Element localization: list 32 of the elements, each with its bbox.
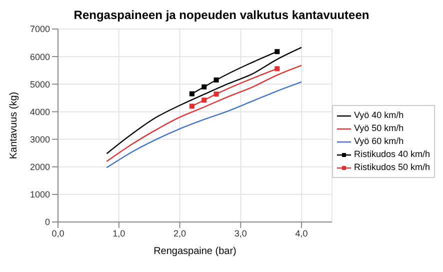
- point: [214, 78, 219, 83]
- x-tick-label: 0,0: [52, 228, 64, 238]
- x-tick-label: 2,0: [174, 228, 186, 238]
- y-tick-label: 1000: [30, 190, 50, 200]
- point: [274, 66, 280, 72]
- x-tick-label: 3,0: [234, 228, 247, 238]
- y-tick-label: 5000: [30, 79, 50, 90]
- legend-label: Vyö 40 km/h: [354, 109, 404, 122]
- legend-label: Ristikudos 50 km/h: [354, 161, 430, 174]
- legend-label: Vyö 60 km/h: [354, 135, 404, 148]
- x-axis-title: Rengaspaine (bar): [154, 246, 236, 257]
- line-series: [106, 81, 302, 168]
- point: [214, 92, 219, 97]
- legend-label: Ristikudos 40 km/h: [354, 148, 430, 161]
- x-tick-label: 1,0: [112, 228, 126, 238]
- y-tick-label: 0: [44, 217, 50, 228]
- y-tick-label: 6000: [30, 52, 50, 62]
- y-tick-label: 4000: [30, 106, 50, 117]
- y-axis-title: Kantavuus (kg): [8, 92, 20, 160]
- line-series: [106, 64, 302, 162]
- line-series: [106, 46, 302, 154]
- y-tick-label: 7000: [30, 24, 50, 34]
- y-tick-label: 2000: [30, 162, 50, 172]
- point: [274, 49, 280, 54]
- chart-title: Rengaspaineen ja nopeuden valkutus kantavuuteen: [72, 8, 370, 22]
- point: [202, 98, 207, 103]
- point: [189, 91, 194, 96]
- point: [189, 104, 194, 109]
- y-tick-label: 3000: [30, 134, 50, 144]
- legend-label: Vyö 50 km/h: [354, 122, 404, 135]
- x-tick-label: 4,0: [295, 228, 308, 238]
- point: [202, 84, 207, 90]
